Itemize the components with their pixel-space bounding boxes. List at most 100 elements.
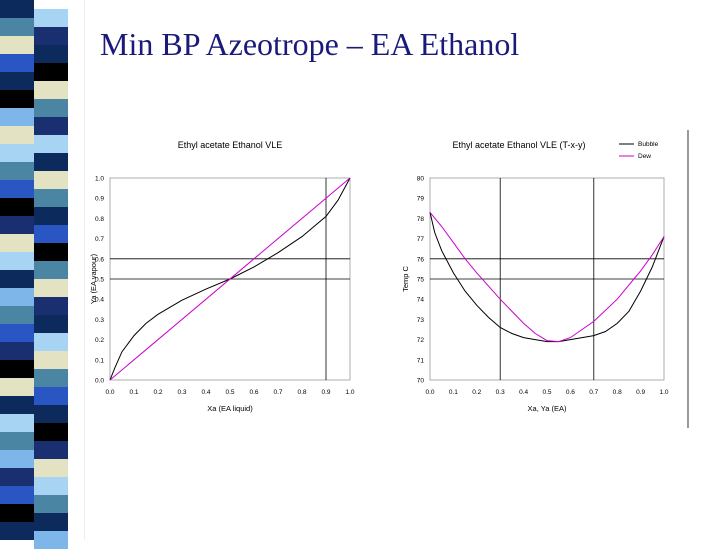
x-tick-label: 0.8 [297,389,306,396]
stripe-block [0,414,34,432]
stripe-block [34,387,68,405]
stripe-block [0,90,34,108]
stripe-block [0,162,34,180]
legend-label: Dew [638,153,651,160]
x-tick-label: 0.2 [153,389,162,396]
y-tick-label: 0.1 [95,357,104,364]
stripe-block [34,297,68,315]
stripe-block [34,423,68,441]
y-axis-label: Temp C [401,265,410,291]
x-tick-label: 0.7 [273,389,282,396]
slide-title: Min BP Azeotrope – EA Ethanol [100,26,520,62]
stripe-block [34,441,68,459]
x-tick-label: 0.1 [129,389,138,396]
y-tick-label: 0.6 [95,256,104,263]
stripe-block [34,117,68,135]
stripe-block [34,189,68,207]
stripe-block [0,378,34,396]
stripe-block [34,9,68,27]
series-line-black [109,177,351,381]
stripe-block [0,468,34,486]
legend-box [616,134,686,166]
slide-guide-line [84,0,85,540]
x-tick-label: 0.0 [425,389,434,396]
x-tick-label: 0.3 [496,389,505,396]
chart-title: Ethyl acetate Ethanol VLE [178,140,283,150]
stripe-block [34,99,68,117]
stripe-block [34,531,68,549]
txy-equilibrium-chart: Ethyl acetate Ethanol VLE (T-x-y) 0.0 0.1 0… [394,130,694,428]
decorative-stripe [0,0,68,549]
txy-equilibrium-chart-svg: Ethyl acetate Ethanol VLE (T-x-y) 0.0 0.1 0… [401,130,689,428]
x-tick-label: 0.6 [249,389,258,396]
chart-title: Ethyl acetate Ethanol VLE (T-x-y) [452,140,585,150]
y-tick-label: 77 [417,236,425,243]
x-tick-label: 0.0 [105,389,114,396]
x-tick-label: 1.0 [345,389,354,396]
stripe-block [34,333,68,351]
y-tick-label: 0.0 [95,378,104,385]
x-tick-label: 0.3 [177,389,186,396]
stripe-block [34,45,68,63]
stripe-block [0,504,34,522]
stripe-block [34,243,68,261]
stripe-block [0,0,34,18]
stripe-block [34,63,68,81]
y-tick-label: 1.0 [95,176,104,183]
stripe-block [34,315,68,333]
y-tick-label: 72 [417,337,425,344]
y-tick-label: 74 [417,297,425,304]
y-tick-label: 80 [417,176,425,183]
stripe-block [34,207,68,225]
y-tick-label: 71 [417,357,425,364]
stripe-block [0,18,34,36]
stripe-block [0,324,34,342]
stripe-block [0,270,34,288]
stripe-block [34,135,68,153]
y-tick-label: 75 [417,277,425,284]
stripe-block [0,36,34,54]
stripe-block [0,54,34,72]
stripe-block [34,261,68,279]
x-tick-label: 0.7 [589,389,598,396]
x-tick-label: 0.4 [201,389,210,396]
x-tick-label: 0.4 [519,389,528,396]
y-tick-label: 76 [417,256,425,263]
stripe-block [34,27,68,45]
stripe-block [34,279,68,297]
stripe-block [0,522,34,540]
series-line-bubble [429,212,665,343]
stripe-block [0,288,34,306]
x-tick-label: 0.9 [321,389,330,396]
stripe-block [0,432,34,450]
x-tick-label: 0.1 [449,389,458,396]
stripe-block [0,144,34,162]
stripe-block [0,198,34,216]
stripe-block [34,495,68,513]
legend-label: Bubble [638,141,659,148]
x-tick-label: 0.8 [613,389,622,396]
stripe-block [0,126,34,144]
stripe-block [0,486,34,504]
stripe-block [34,459,68,477]
stripe-block [34,369,68,387]
stripe-block [0,216,34,234]
y-tick-label: 0.2 [95,337,104,344]
stripe-block [0,396,34,414]
y-tick-label: 73 [417,317,425,324]
xy-equilibrium-chart: Ethyl acetate Ethanol VLE 0.0 0.1 0.2 0.3 0.4… [86,130,364,428]
x-tick-label: 0.5 [542,389,551,396]
x-tick-label: 0.5 [225,389,234,396]
stripe-block [0,306,34,324]
x-tick-label: 0.6 [566,389,575,396]
series-line-dew [429,211,665,343]
stripe-block [0,234,34,252]
stripe-block [0,450,34,468]
x-tick-label: 1.0 [659,389,668,396]
y-tick-label: 70 [417,378,425,385]
y-tick-label: 0.3 [95,317,104,324]
stripe-block [34,153,68,171]
y-tick-label: 0.9 [95,196,104,203]
stripe-block [0,342,34,360]
stripe-block [0,108,34,126]
